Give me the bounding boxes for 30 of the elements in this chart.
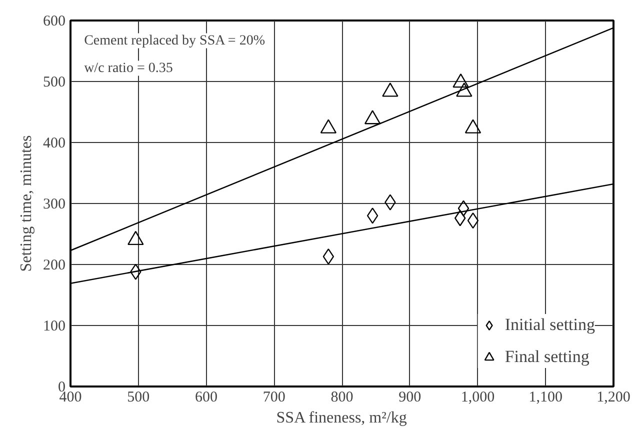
y-tick-label: 600 bbox=[43, 14, 66, 30]
x-tick-label: 800 bbox=[330, 390, 354, 406]
y-tick-label: 300 bbox=[43, 196, 66, 212]
y-tick-label: 400 bbox=[43, 136, 66, 152]
point bbox=[464, 119, 482, 134]
y-tick-label: 100 bbox=[43, 318, 66, 334]
point bbox=[364, 110, 381, 124]
x-tick-label: 600 bbox=[195, 390, 218, 406]
annotation: w/c ratio = 0.35 bbox=[84, 60, 173, 76]
x-tick-label: 900 bbox=[398, 390, 422, 406]
x-tick-label: 700 bbox=[262, 390, 286, 406]
point bbox=[320, 119, 337, 134]
y-axis-title: Setting time, minutes bbox=[18, 135, 35, 272]
legend-label: Initial setting bbox=[504, 315, 595, 335]
legend-label: Final setting bbox=[504, 347, 590, 367]
point bbox=[452, 73, 469, 88]
x-tick-label: 1,200 bbox=[596, 390, 630, 406]
point bbox=[322, 248, 334, 265]
point bbox=[467, 212, 479, 229]
point bbox=[458, 200, 470, 216]
point bbox=[366, 208, 378, 224]
y-tick-label: 500 bbox=[43, 74, 66, 90]
x-tick-label: 1,000 bbox=[460, 390, 495, 406]
point bbox=[382, 82, 398, 97]
point bbox=[456, 82, 472, 97]
y-tick-label: 200 bbox=[43, 258, 66, 274]
x-axis-title: SSA fineness, m²/kg bbox=[276, 410, 407, 426]
x-tick-label: 1,100 bbox=[528, 390, 562, 406]
x-tick-label: 500 bbox=[127, 390, 150, 406]
annotation: Cement replaced by SSA = 20% bbox=[84, 33, 266, 48]
